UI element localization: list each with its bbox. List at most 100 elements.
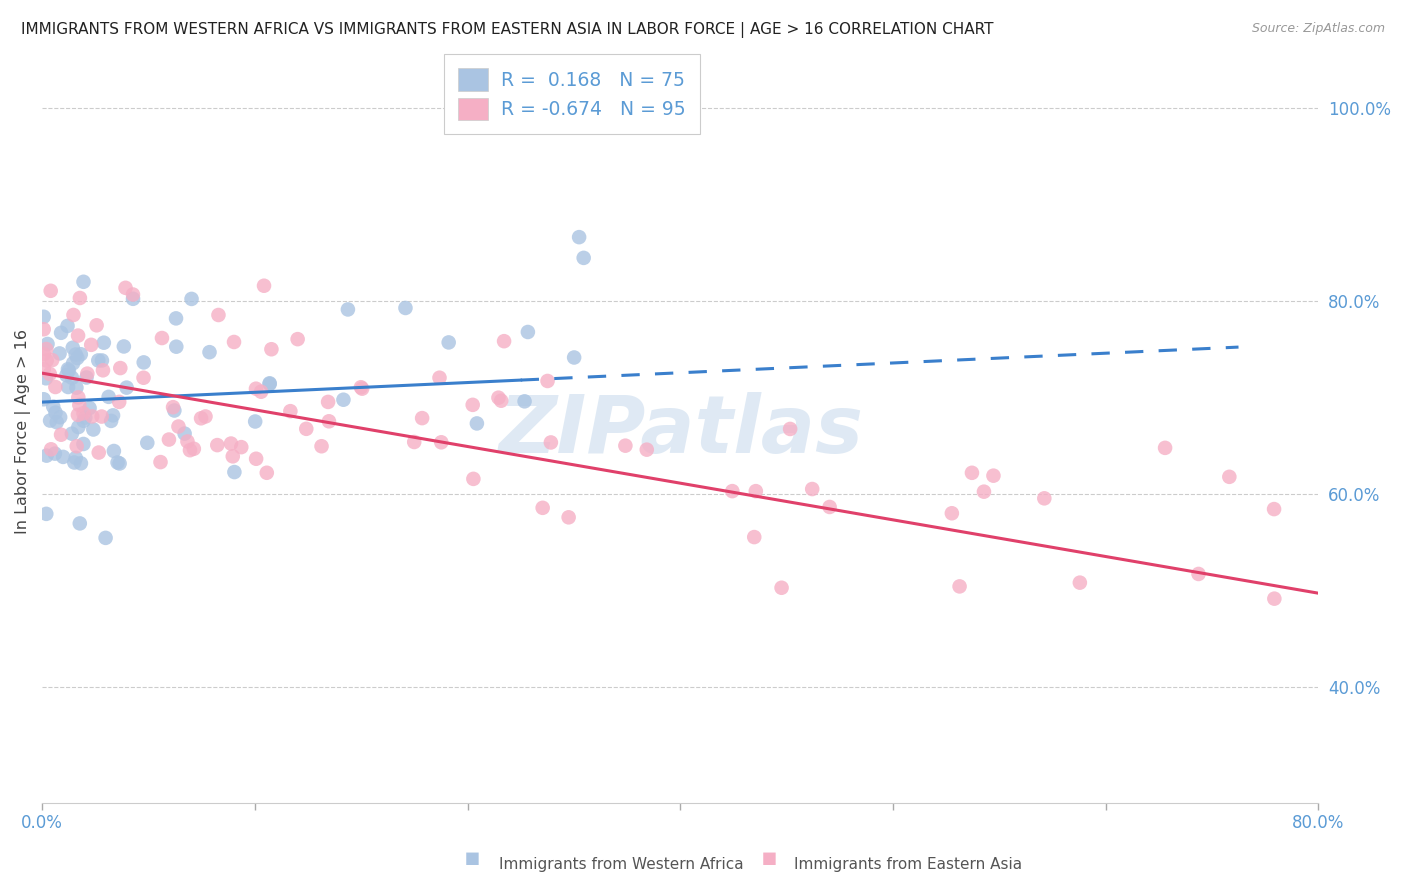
Point (58, 363, 80, 377)
Point (1069, 575, 1091, 590)
Text: Immigrants from Western Africa: Immigrants from Western Africa (499, 857, 744, 872)
Point (97, 390, 120, 404)
Point (721, 484, 744, 499)
Point (114, 281, 136, 295)
Point (536, 374, 558, 388)
Point (332, 392, 354, 407)
Point (742, 530, 765, 544)
Point (94, 531, 117, 545)
Point (101, 409, 124, 423)
Point (219, 436, 242, 450)
Point (86, 318, 108, 333)
Point (461, 398, 484, 412)
Point (260, 343, 283, 357)
Point (207, 438, 229, 452)
Point (437, 335, 460, 350)
Point (49, 410, 72, 425)
Point (37, 337, 59, 351)
Point (69, 291, 91, 305)
Point (52, 450, 75, 464)
Point (39, 284, 62, 298)
Point (394, 301, 416, 315)
Point (540, 435, 562, 450)
Point (818, 500, 841, 514)
Point (194, 409, 217, 424)
Point (165, 311, 187, 326)
Point (67, 391, 90, 405)
Point (76, 367, 98, 381)
Point (132, 355, 155, 369)
Text: ZIPatlas: ZIPatlas (498, 392, 863, 470)
Point (80, 338, 103, 352)
Point (49, 326, 72, 340)
Point (941, 506, 963, 520)
Point (287, 332, 309, 346)
Point (60, 426, 83, 441)
Point (56, 380, 79, 394)
Point (107, 455, 129, 469)
Point (259, 376, 281, 391)
Point (176, 434, 198, 449)
Point (1263, 591, 1285, 606)
Point (63, 456, 86, 470)
Point (231, 440, 253, 454)
Point (568, 230, 591, 244)
Point (108, 395, 131, 409)
Point (69, 516, 91, 531)
Point (163, 403, 186, 417)
Point (60, 371, 83, 385)
Point (256, 466, 278, 480)
Point (207, 308, 229, 322)
Text: ▪: ▪ (464, 846, 481, 870)
Point (157, 433, 180, 447)
Point (557, 510, 579, 524)
Point (39, 414, 62, 428)
Point (463, 472, 485, 486)
Point (32, 310, 55, 324)
Point (122, 287, 145, 301)
Point (41, 353, 63, 368)
Point (404, 435, 426, 450)
Point (165, 340, 187, 354)
Point (56, 362, 79, 376)
Point (67, 398, 90, 412)
Point (44, 380, 66, 394)
Text: ▪: ▪ (761, 846, 778, 870)
Point (70, 456, 93, 470)
Point (973, 484, 995, 499)
Point (56, 318, 79, 333)
Point (65, 381, 87, 395)
Point (179, 443, 201, 458)
Point (489, 393, 512, 408)
Point (87, 445, 110, 459)
Point (65, 450, 87, 465)
Text: IMMIGRANTS FROM WESTERN AFRICA VS IMMIGRANTS FROM EASTERN ASIA IN LABOR FORCE | : IMMIGRANTS FROM WESTERN AFRICA VS IMMIGR… (21, 22, 994, 38)
Point (93, 335, 115, 350)
Point (572, 251, 595, 265)
Point (222, 334, 245, 349)
Point (72, 437, 94, 451)
Point (39, 442, 62, 457)
Point (69, 347, 91, 361)
Point (614, 439, 637, 453)
Point (960, 466, 983, 480)
Point (513, 394, 536, 409)
Point (38, 367, 60, 381)
Point (91, 363, 114, 377)
Point (44, 406, 66, 420)
Point (316, 395, 339, 409)
Point (429, 370, 451, 384)
Point (1033, 491, 1056, 506)
Point (516, 325, 538, 339)
Point (488, 391, 510, 405)
Point (79, 401, 101, 415)
Point (1154, 441, 1177, 455)
Text: Source: ZipAtlas.com: Source: ZipAtlas.com (1251, 22, 1385, 36)
Point (318, 414, 340, 428)
Point (48, 346, 70, 360)
Point (245, 382, 267, 396)
Point (72, 275, 94, 289)
Point (531, 500, 554, 515)
Point (136, 435, 159, 450)
Point (103, 444, 125, 458)
